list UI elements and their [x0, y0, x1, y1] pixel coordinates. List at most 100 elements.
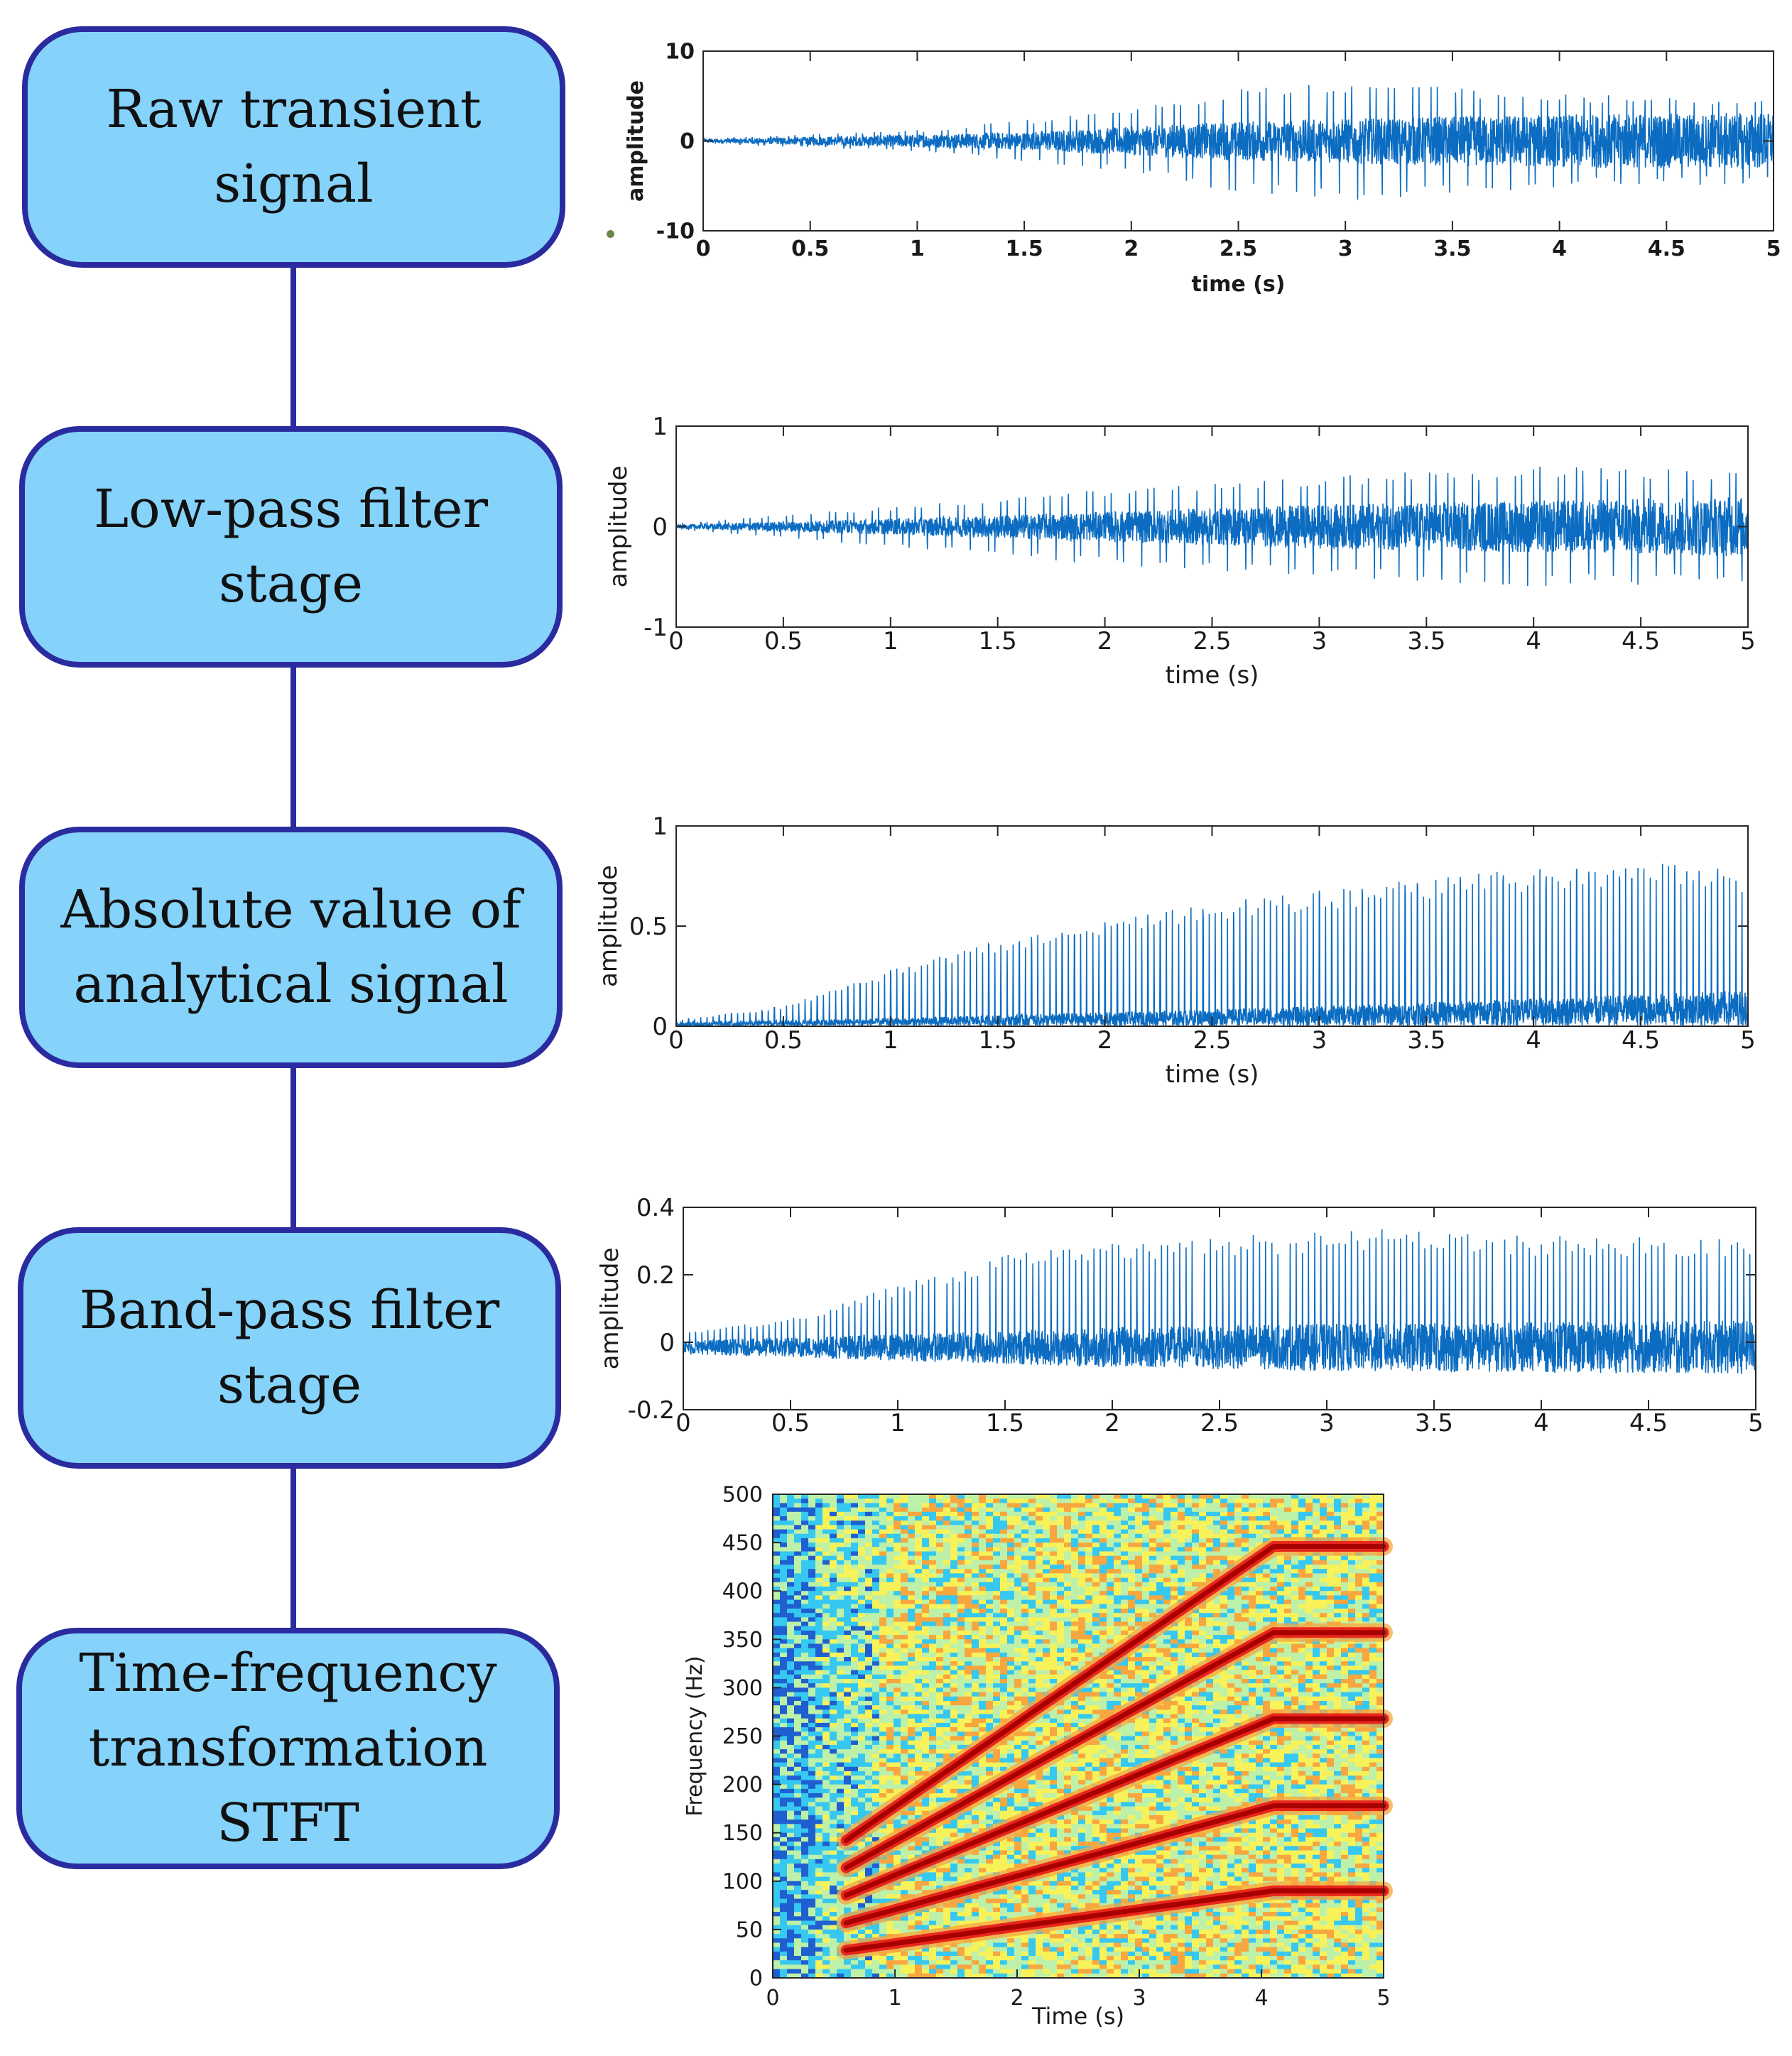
spectrogram-cell: [986, 1595, 994, 1601]
spectrogram-cell: [794, 1934, 802, 1940]
spectrogram-cell: [851, 1973, 859, 1979]
spectrogram-cell: [858, 1648, 866, 1653]
spectrogram-cell: [993, 1846, 1001, 1851]
spectrogram-cell: [901, 1670, 908, 1675]
spectrogram-cell: [908, 1613, 916, 1619]
spectrogram-cell: [922, 1494, 930, 1499]
spectrogram-cell: [943, 1635, 951, 1641]
spectrogram-cell: [1071, 1525, 1079, 1530]
spectrogram-cell: [1021, 1665, 1029, 1671]
spectrogram-cell: [894, 1657, 901, 1663]
spectrogram-cell: [1028, 1960, 1036, 1966]
spectrogram-cell: [830, 1609, 837, 1614]
spectrogram-cell: [972, 1560, 979, 1565]
x-tick-label: 0: [675, 1409, 691, 1437]
spectrogram-cell: [1043, 1736, 1050, 1741]
spectrogram-cell: [929, 1560, 937, 1565]
spectrogram-cell: [950, 1701, 958, 1706]
spectrogram-cell: [815, 1925, 823, 1930]
spectrogram-cell: [894, 1714, 901, 1719]
spectrogram-cell: [901, 1925, 908, 1930]
spectrogram-cell: [787, 1920, 795, 1926]
spectrogram-cell: [886, 1894, 894, 1900]
spectrogram-cell: [808, 1538, 816, 1543]
spectrogram-cell: [979, 1516, 987, 1521]
spectrogram-cell: [815, 1687, 823, 1693]
spectrogram-cell: [872, 1674, 880, 1680]
spectrogram-cell: [908, 1621, 916, 1627]
spectrogram-cell: [1021, 1797, 1029, 1803]
spectrogram-cell: [1021, 1692, 1029, 1697]
spectrogram-cell: [950, 1648, 958, 1653]
spectrogram-cell: [972, 1780, 979, 1785]
spectrogram-cell: [794, 1661, 802, 1667]
spectrogram-cell: [879, 1547, 887, 1552]
spectrogram-cell: [886, 1613, 894, 1619]
spectrogram-cell: [808, 1920, 816, 1926]
spectrogram-cell: [993, 1850, 1001, 1856]
spectrogram-cell: [957, 1824, 965, 1829]
spectrogram-cell: [979, 1947, 987, 1952]
spectrogram-cell: [780, 1670, 788, 1675]
spectrogram-cell: [1007, 1886, 1015, 1891]
spectrogram-cell: [780, 1595, 788, 1601]
spectrogram-cell: [886, 1560, 894, 1565]
spectrogram-cell: [972, 1591, 979, 1597]
spectrogram-cell: [808, 1912, 816, 1918]
spectrogram-cell: [808, 1705, 816, 1711]
spectrogram-cell: [844, 1543, 852, 1548]
spectrogram-cell: [943, 1881, 951, 1886]
spectrogram-cell: [1057, 1850, 1065, 1856]
spectrogram-cell: [808, 1832, 816, 1838]
spectrogram-cell: [943, 1643, 951, 1649]
spectrogram-cell: [1057, 1973, 1065, 1979]
spectrogram-cell: [922, 1587, 930, 1592]
spectrogram-cell: [794, 1679, 802, 1684]
spectrogram-cell: [915, 1890, 923, 1895]
spectrogram-cell: [787, 1964, 795, 1970]
spectrogram-cell: [894, 1736, 901, 1741]
spectrogram-cell: [879, 1722, 887, 1728]
spectrogram-cell: [1028, 1775, 1036, 1781]
spectrogram-cell: [872, 1868, 880, 1873]
spectrogram-cell: [851, 1903, 859, 1908]
spectrogram-cell: [1028, 1516, 1036, 1521]
spectrogram-cell: [872, 1793, 880, 1798]
spectrogram-cell: [801, 1630, 809, 1636]
spectrogram-cell: [993, 1674, 1001, 1680]
spectrogram-cell: [979, 1701, 987, 1706]
spectrogram-cell: [1064, 1758, 1072, 1763]
spectrogram-cell: [1021, 1521, 1029, 1526]
spectrogram-cell: [979, 1766, 987, 1772]
spectrogram-cell: [1000, 1551, 1008, 1557]
spectrogram-cell: [1028, 1635, 1036, 1641]
spectrogram-cell: [1007, 1507, 1015, 1513]
spectrogram-cell: [830, 1547, 837, 1552]
spectrogram-cell: [780, 1604, 788, 1609]
spectrogram-cell: [894, 1824, 901, 1829]
spectrogram-cell: [879, 1604, 887, 1609]
spectrogram-cell: [943, 1657, 951, 1663]
spectrogram-cell: [1078, 1635, 1086, 1641]
spectrogram-cell: [965, 1859, 972, 1864]
spectrogram-cell: [822, 1727, 830, 1733]
spectrogram-cell: [808, 1780, 816, 1785]
spectrogram-cell: [1050, 1587, 1058, 1592]
spectrogram-cell: [1000, 1854, 1008, 1860]
spectrogram-cell: [929, 1964, 937, 1970]
spectrogram-cell: [858, 1973, 866, 1979]
spectrogram-cell: [965, 1709, 972, 1715]
spectrogram-cell: [865, 1595, 873, 1601]
spectrogram-cell: [837, 1604, 845, 1609]
spectrogram-cell: [780, 1727, 788, 1733]
spectrogram-cell: [837, 1670, 845, 1675]
spectrogram-cell: [851, 1753, 859, 1759]
spectrogram-cell: [1043, 1793, 1050, 1798]
spectrogram-cell: [837, 1674, 845, 1680]
spectrogram-cell: [787, 1775, 795, 1781]
spectrogram-cell: [908, 1538, 916, 1543]
spectrogram-cell: [1028, 1657, 1036, 1663]
spectrogram-cell: [830, 1784, 837, 1790]
spectrogram-cell: [872, 1934, 880, 1940]
spectrogram-cell: [1071, 1828, 1079, 1834]
